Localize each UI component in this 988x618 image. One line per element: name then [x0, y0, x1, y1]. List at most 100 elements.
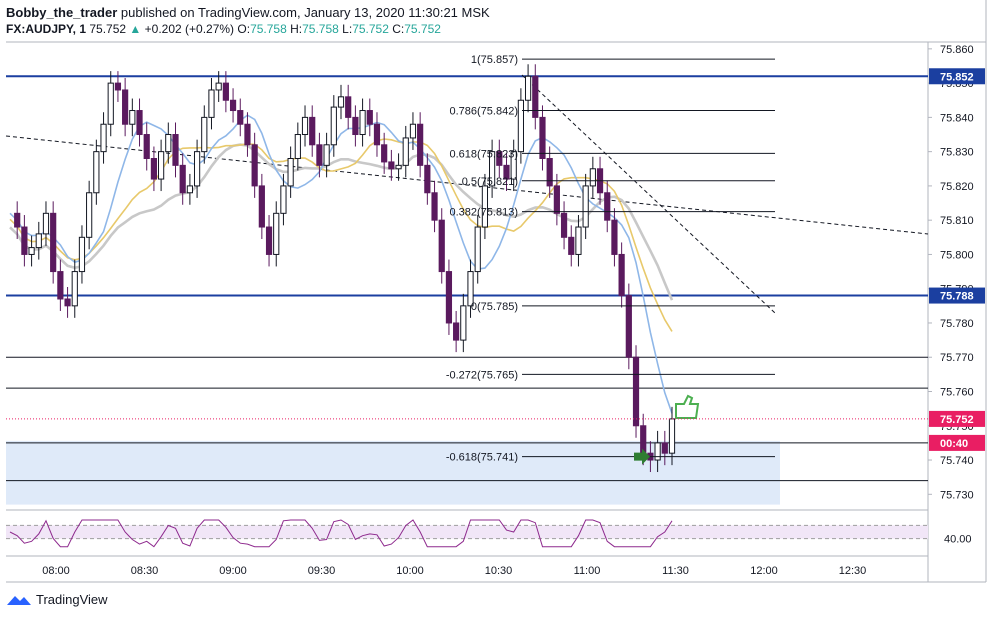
x-tick-label: 08:00: [42, 565, 70, 577]
candle: [107, 82, 114, 125]
candle: [337, 96, 345, 108]
candle: [661, 442, 668, 454]
symbol-line: FX:AUDJPY, 1 75.752 ▲ +0.202 (+0.27%) O:…: [6, 22, 441, 36]
y-tick-label: 75.860: [940, 44, 974, 56]
candle: [654, 442, 661, 461]
candle: [532, 75, 539, 118]
price-tag: [929, 434, 985, 451]
candle: [409, 123, 417, 139]
candle: [503, 164, 510, 180]
candle: [330, 106, 337, 146]
thumbs-up-icon: [675, 394, 700, 419]
candle: [366, 110, 373, 125]
candle: [424, 164, 431, 194]
candle: [467, 271, 474, 307]
candle: [215, 82, 222, 91]
symbol-name[interactable]: FX:AUDJPY, 1: [6, 22, 87, 36]
rsi-line: [9, 519, 673, 548]
rsi-level-label: 40.00: [944, 534, 972, 546]
candle: [273, 212, 280, 255]
candle: [129, 110, 136, 125]
trend-line-dashed: [521, 74, 776, 314]
candle: [323, 144, 330, 166]
candle: [460, 305, 467, 341]
candle: [546, 158, 553, 187]
ma-blue-line: [9, 114, 673, 414]
candle: [568, 236, 575, 255]
candle: [251, 144, 258, 187]
brand-name: TradingView: [36, 592, 108, 607]
candle: [258, 185, 265, 228]
candle: [625, 295, 632, 358]
candle: [481, 185, 489, 228]
x-tick-label: 12:00: [750, 565, 778, 577]
candle: [78, 236, 86, 273]
high-value: 75.758: [302, 22, 339, 36]
last-price: 75.752: [89, 22, 127, 36]
candle: [280, 185, 287, 214]
candle: [237, 110, 244, 125]
fib-level-label: 0(75.785): [471, 301, 518, 313]
candle: [640, 425, 647, 454]
candle: [193, 151, 201, 187]
x-tick-label: 10:00: [396, 565, 424, 577]
candle: [136, 110, 143, 136]
footer-brand[interactable]: TradingView: [6, 592, 108, 607]
price-tag: [929, 287, 985, 304]
x-tick-label: 11:30: [662, 565, 689, 577]
x-tick-label: 09:30: [308, 565, 336, 577]
fib-level-label: -0.272(75.765): [446, 369, 518, 381]
candle: [287, 158, 294, 187]
candle: [35, 233, 42, 249]
green-arrow-icon: [634, 448, 650, 465]
x-tick-label: 09:00: [219, 565, 247, 577]
y-tick-label: 75.800: [940, 249, 974, 261]
y-tick-label: 75.840: [940, 112, 974, 124]
candle: [373, 123, 381, 146]
candle: [510, 151, 517, 180]
candle: [100, 123, 107, 153]
candle: [201, 116, 208, 153]
candle: [474, 226, 481, 273]
candle: [445, 271, 453, 324]
candle: [86, 192, 93, 238]
price-tag: [929, 410, 985, 427]
up-arrow-icon: ▲: [129, 22, 142, 36]
y-tick-label: 75.810: [940, 215, 974, 227]
candle: [64, 298, 71, 307]
open-value: 75.758: [250, 22, 287, 36]
candle: [604, 192, 611, 221]
candle: [395, 164, 402, 170]
price-tag-label: 75.752: [940, 414, 974, 426]
y-tick-label: 75.830: [940, 147, 974, 159]
x-tick-label: 12:30: [839, 565, 867, 577]
fib-level-label: 0.382(75.813): [450, 207, 519, 219]
fib-level-label: 0.786(75.842): [450, 106, 519, 118]
candle: [21, 226, 28, 255]
candle: [165, 134, 172, 153]
candle: [316, 144, 323, 166]
published-text: published on TradingView.com, January 13…: [120, 5, 490, 20]
candle: [517, 99, 524, 153]
candle: [93, 151, 100, 194]
candle: [352, 116, 359, 136]
close-label: C:: [392, 22, 405, 36]
candle: [143, 134, 150, 160]
price-tag-label: 75.788: [940, 291, 974, 303]
candle: [294, 134, 301, 160]
candle: [381, 144, 388, 163]
candle: [489, 151, 496, 187]
candle: [611, 219, 618, 255]
candle: [632, 356, 640, 427]
candle: [114, 82, 122, 91]
y-tick-label: 75.760: [940, 387, 974, 399]
author-name[interactable]: Bobby_the_trader: [6, 5, 118, 20]
publisher-line: Bobby_the_trader published on TradingVie…: [6, 5, 490, 20]
low-value: 75.752: [352, 22, 389, 36]
candle: [575, 226, 582, 255]
candle: [582, 185, 589, 228]
candle: [42, 212, 50, 235]
open-label: O:: [237, 22, 251, 36]
candle: [28, 247, 35, 255]
